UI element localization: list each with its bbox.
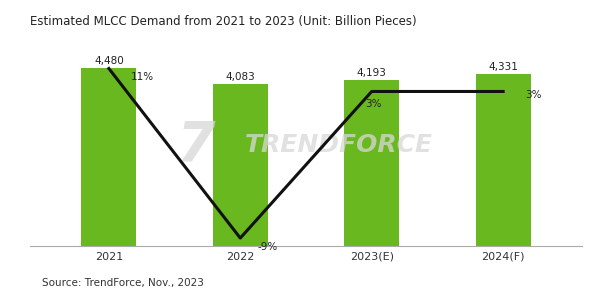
Text: 7: 7 <box>176 118 215 172</box>
Text: Source: TrendForce, Nov., 2023: Source: TrendForce, Nov., 2023 <box>42 278 204 288</box>
Text: 4,331: 4,331 <box>488 62 518 72</box>
Bar <box>212 84 268 246</box>
Text: 3%: 3% <box>526 90 542 100</box>
Bar <box>344 80 400 246</box>
Bar <box>476 74 531 246</box>
Text: TRENDFORCE: TRENDFORCE <box>245 133 433 157</box>
Text: -9%: -9% <box>257 242 278 252</box>
Text: 4,480: 4,480 <box>94 56 124 66</box>
Text: 11%: 11% <box>131 72 154 82</box>
Text: Estimated MLCC Demand from 2021 to 2023 (Unit: Billion Pieces): Estimated MLCC Demand from 2021 to 2023 … <box>30 15 416 28</box>
Text: 4,193: 4,193 <box>357 68 386 78</box>
Text: 4,083: 4,083 <box>226 72 255 82</box>
Bar <box>81 68 136 246</box>
Text: 3%: 3% <box>365 99 382 110</box>
